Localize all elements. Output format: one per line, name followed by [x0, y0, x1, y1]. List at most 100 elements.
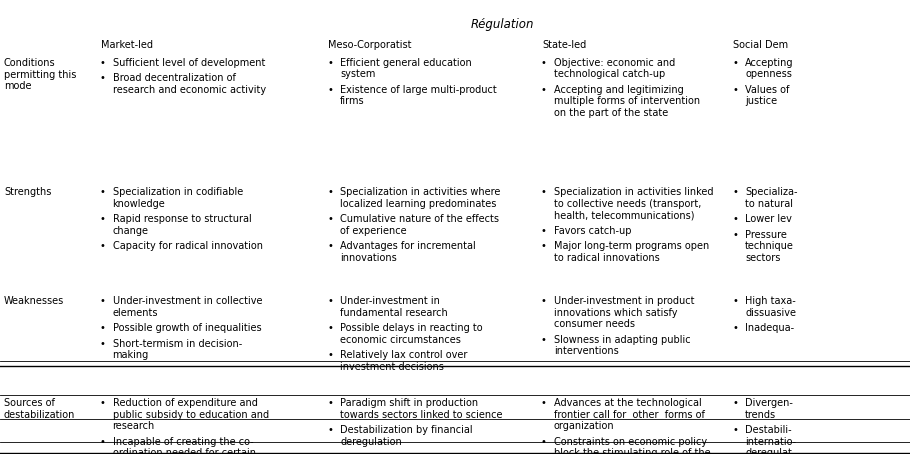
Text: justice: justice: [745, 97, 777, 107]
Text: Possible delays in reacting to: Possible delays in reacting to: [340, 323, 482, 333]
Text: Specialization in codifiable: Specialization in codifiable: [113, 188, 243, 197]
Text: Possible growth of inequalities: Possible growth of inequalities: [113, 323, 261, 333]
Text: innovations which satisfy: innovations which satisfy: [554, 308, 677, 318]
Text: Conditions
permitting this
mode: Conditions permitting this mode: [4, 58, 76, 91]
Text: consumer needs: consumer needs: [554, 319, 635, 329]
Text: •: •: [99, 296, 106, 306]
Text: investment decisions: investment decisions: [340, 362, 444, 372]
Text: trends: trends: [745, 410, 776, 420]
Text: •: •: [732, 214, 738, 224]
Text: of experience: of experience: [340, 226, 407, 236]
Text: knowledge: knowledge: [113, 199, 166, 209]
Text: •: •: [732, 58, 738, 68]
Text: Lower lev: Lower lev: [745, 214, 792, 224]
Text: •: •: [541, 85, 547, 95]
Text: Destabilization by financial: Destabilization by financial: [340, 425, 472, 435]
Text: •: •: [732, 85, 738, 95]
Text: Divergen-: Divergen-: [745, 399, 793, 409]
Text: to collective needs (transport,: to collective needs (transport,: [554, 199, 702, 209]
Text: Sufficient level of development: Sufficient level of development: [113, 58, 265, 68]
Text: fundamental research: fundamental research: [340, 308, 448, 318]
Text: •: •: [99, 58, 106, 68]
Text: Incapable of creating the co-: Incapable of creating the co-: [113, 437, 253, 447]
Text: Pressure: Pressure: [745, 230, 787, 240]
Text: Market-led: Market-led: [100, 40, 153, 50]
Text: •: •: [99, 339, 106, 349]
Text: •: •: [327, 425, 333, 435]
Text: •: •: [732, 188, 738, 197]
Text: interventions: interventions: [554, 346, 619, 356]
Text: •: •: [99, 399, 106, 409]
Text: •: •: [99, 242, 106, 252]
Text: elements: elements: [113, 308, 158, 318]
Text: Existence of large multi-product: Existence of large multi-product: [340, 85, 497, 95]
Text: Major long-term programs open: Major long-term programs open: [554, 242, 709, 252]
Text: block the stimulating role of the: block the stimulating role of the: [554, 449, 711, 454]
Text: ordination needed for certain: ordination needed for certain: [113, 449, 256, 454]
Text: State-led: State-led: [541, 40, 586, 50]
Text: Social Dem: Social Dem: [733, 40, 788, 50]
Text: •: •: [327, 399, 333, 409]
Text: Sources of
destabilization: Sources of destabilization: [4, 399, 76, 420]
Text: High taxa-: High taxa-: [745, 296, 795, 306]
Text: Régulation: Régulation: [471, 18, 534, 31]
Text: towards sectors linked to science: towards sectors linked to science: [340, 410, 502, 420]
Text: Reduction of expenditure and: Reduction of expenditure and: [113, 399, 258, 409]
Text: deregulat-: deregulat-: [745, 449, 795, 454]
Text: Meso-Corporatist: Meso-Corporatist: [328, 40, 411, 50]
Text: Short-termism in decision-: Short-termism in decision-: [113, 339, 242, 349]
Text: Under-investment in product: Under-investment in product: [554, 296, 694, 306]
Text: Rapid response to structural: Rapid response to structural: [113, 214, 251, 224]
Text: system: system: [340, 69, 376, 79]
Text: •: •: [327, 323, 333, 333]
Text: •: •: [732, 425, 738, 435]
Text: localized learning predominates: localized learning predominates: [340, 199, 497, 209]
Text: economic circumstances: economic circumstances: [340, 335, 461, 345]
Text: dissuasive: dissuasive: [745, 308, 796, 318]
Text: Accepting and legitimizing: Accepting and legitimizing: [554, 85, 683, 95]
Text: •: •: [327, 242, 333, 252]
Text: Specializa-: Specializa-: [745, 188, 797, 197]
Text: •: •: [541, 226, 547, 236]
Text: •: •: [541, 188, 547, 197]
Text: •: •: [541, 399, 547, 409]
Text: Advantages for incremental: Advantages for incremental: [340, 242, 476, 252]
Text: Advances at the technological: Advances at the technological: [554, 399, 702, 409]
Text: change: change: [113, 226, 148, 236]
Text: Accepting: Accepting: [745, 58, 794, 68]
Text: •: •: [327, 296, 333, 306]
Text: frontier call for  other  forms of: frontier call for other forms of: [554, 410, 704, 420]
Text: Specialization in activities linked: Specialization in activities linked: [554, 188, 713, 197]
Text: innovations: innovations: [340, 253, 397, 263]
Text: •: •: [99, 323, 106, 333]
Text: sectors: sectors: [745, 253, 781, 263]
Text: making: making: [113, 350, 149, 360]
Text: on the part of the state: on the part of the state: [554, 108, 668, 118]
Text: multiple forms of intervention: multiple forms of intervention: [554, 97, 700, 107]
Text: technological catch-up: technological catch-up: [554, 69, 665, 79]
Text: organization: organization: [554, 421, 614, 431]
Text: Cumulative nature of the effects: Cumulative nature of the effects: [340, 214, 499, 224]
Text: •: •: [99, 74, 106, 84]
Text: •: •: [327, 58, 333, 68]
Text: technique: technique: [745, 242, 794, 252]
Text: •: •: [732, 230, 738, 240]
Text: Capacity for radical innovation: Capacity for radical innovation: [113, 242, 263, 252]
Text: research: research: [113, 421, 155, 431]
Text: health, telecommunications): health, telecommunications): [554, 210, 694, 220]
Text: •: •: [732, 296, 738, 306]
Text: •: •: [732, 399, 738, 409]
Text: research and economic activity: research and economic activity: [113, 85, 266, 95]
Text: Specialization in activities where: Specialization in activities where: [340, 188, 500, 197]
Text: Paradigm shift in production: Paradigm shift in production: [340, 399, 478, 409]
Text: Values of: Values of: [745, 85, 789, 95]
Text: •: •: [732, 323, 738, 333]
Text: •: •: [327, 188, 333, 197]
Text: •: •: [99, 437, 106, 447]
Text: Broad decentralization of: Broad decentralization of: [113, 74, 236, 84]
Text: •: •: [541, 58, 547, 68]
Text: Strengths: Strengths: [4, 188, 51, 197]
Text: •: •: [327, 85, 333, 95]
Text: Destabili-: Destabili-: [745, 425, 792, 435]
Text: openness: openness: [745, 69, 792, 79]
